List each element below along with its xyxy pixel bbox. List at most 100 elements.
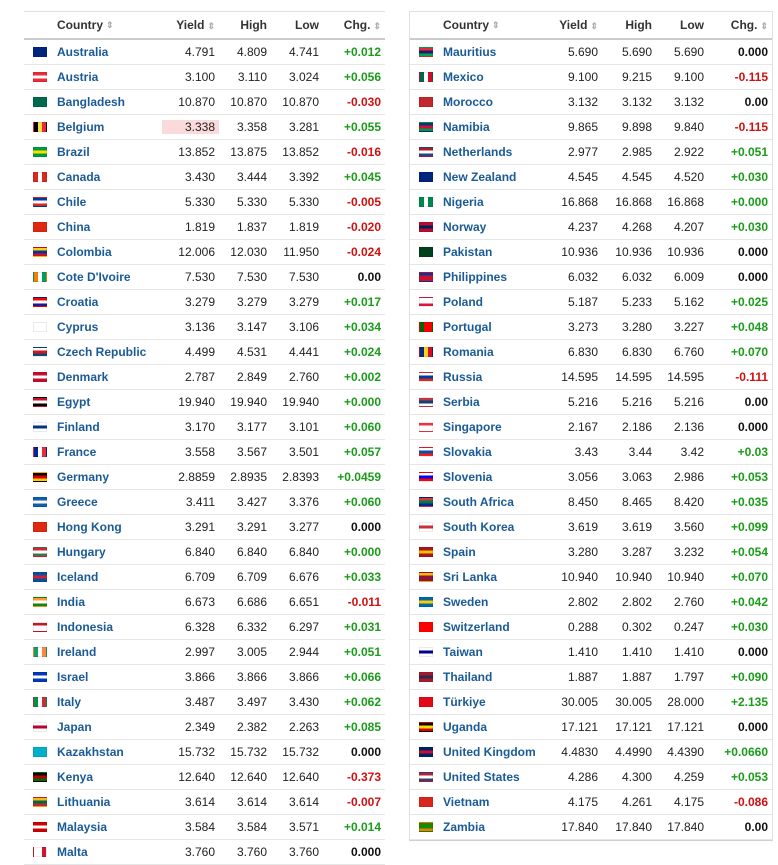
country-link[interactable]: Israel [57, 670, 89, 684]
country-link[interactable]: Zambia [443, 820, 486, 834]
table-row[interactable]: Malta 3.760 3.760 3.760 0.000 [24, 840, 385, 865]
table-row[interactable]: Iceland 6.709 6.709 6.676 +0.033 [24, 565, 385, 590]
table-row[interactable]: Nigeria 16.868 16.868 16.868 +0.000 [410, 190, 772, 215]
country-link[interactable]: South Korea [443, 520, 515, 534]
table-row[interactable]: Morocco 3.132 3.132 3.132 0.00 [410, 90, 772, 115]
country-link[interactable]: Bangladesh [57, 95, 126, 109]
table-row[interactable]: India 6.673 6.686 6.651 -0.011 [24, 590, 385, 615]
country-link[interactable]: Norway [443, 220, 487, 234]
country-link[interactable]: Kenya [57, 770, 94, 784]
country-link[interactable]: Belgium [57, 120, 105, 134]
country-link[interactable]: Switzerland [443, 620, 510, 634]
country-column-header[interactable]: Country ⇕ [24, 18, 162, 32]
table-row[interactable]: Japan 2.349 2.382 2.263 +0.085 [24, 715, 385, 740]
country-link[interactable]: United Kingdom [443, 745, 536, 759]
table-row[interactable]: France 3.558 3.567 3.501 +0.057 [24, 440, 385, 465]
country-link[interactable]: Egypt [57, 395, 91, 409]
chg-column-header[interactable]: Chg. ⇕ [708, 18, 772, 32]
table-row[interactable]: Hong Kong 3.291 3.291 3.277 0.000 [24, 515, 385, 540]
table-row[interactable]: Zambia 17.840 17.840 17.840 0.00 [410, 815, 772, 840]
table-row[interactable]: Czech Republic 4.499 4.531 4.441 +0.024 [24, 340, 385, 365]
country-link[interactable]: Denmark [57, 370, 109, 384]
sort-icon[interactable]: ⇕ [760, 21, 768, 31]
country-link[interactable]: Finland [57, 420, 100, 434]
country-link[interactable]: Iceland [57, 570, 99, 584]
country-link[interactable]: Slovenia [443, 470, 493, 484]
table-row[interactable]: Cyprus 3.136 3.147 3.106 +0.034 [24, 315, 385, 340]
country-link[interactable]: Canada [57, 170, 101, 184]
table-row[interactable]: Serbia 5.216 5.216 5.216 0.00 [410, 390, 772, 415]
country-link[interactable]: Hungary [57, 545, 106, 559]
table-row[interactable]: Germany 2.8859 2.8935 2.8393 +0.0459 [24, 465, 385, 490]
country-link[interactable]: China [57, 220, 91, 234]
country-link[interactable]: Cyprus [57, 320, 99, 334]
table-row[interactable]: Bangladesh 10.870 10.870 10.870 -0.030 [24, 90, 385, 115]
country-link[interactable]: Sweden [443, 595, 489, 609]
table-row[interactable]: Egypt 19.940 19.940 19.940 +0.000 [24, 390, 385, 415]
country-link[interactable]: Czech Republic [57, 345, 147, 359]
country-link[interactable]: Malta [57, 845, 88, 859]
table-row[interactable]: South Korea 3.619 3.619 3.560 +0.099 [410, 515, 772, 540]
country-column-header[interactable]: Country ⇕ [410, 18, 543, 32]
sort-icon[interactable]: ⇕ [106, 19, 114, 30]
country-link[interactable]: Japan [57, 720, 92, 734]
country-link[interactable]: Mauritius [443, 45, 497, 59]
table-row[interactable]: Philippines 6.032 6.032 6.009 0.000 [410, 265, 772, 290]
table-row[interactable]: Slovakia 3.43 3.44 3.42 +0.03 [410, 440, 772, 465]
high-column-header[interactable]: High [625, 18, 652, 32]
country-link[interactable]: Morocco [443, 95, 494, 109]
country-link[interactable]: Namibia [443, 120, 490, 134]
table-row[interactable]: Singapore 2.167 2.186 2.136 0.000 [410, 415, 772, 440]
table-row[interactable]: South Africa 8.450 8.465 8.420 +0.035 [410, 490, 772, 515]
table-row[interactable]: Belgium 3.338 3.358 3.281 +0.055 [24, 115, 385, 140]
country-link[interactable]: France [57, 445, 97, 459]
country-link[interactable]: India [57, 595, 86, 609]
table-row[interactable]: Poland 5.187 5.233 5.162 +0.025 [410, 290, 772, 315]
country-link[interactable]: Brazil [57, 145, 90, 159]
country-link[interactable]: Pakistan [443, 245, 493, 259]
low-column-header[interactable]: Low [295, 18, 319, 32]
table-row[interactable]: Taiwan 1.410 1.410 1.410 0.000 [410, 640, 772, 665]
table-row[interactable]: Australia 4.791 4.809 4.741 +0.012 [24, 40, 385, 65]
table-row[interactable]: Finland 3.170 3.177 3.101 +0.060 [24, 415, 385, 440]
sort-icon[interactable]: ⇕ [492, 19, 500, 30]
table-row[interactable]: Mexico 9.100 9.215 9.100 -0.115 [410, 65, 772, 90]
sort-icon[interactable]: ⇕ [590, 21, 598, 31]
low-column-header[interactable]: Low [680, 18, 704, 32]
country-link[interactable]: Sri Lanka [443, 570, 498, 584]
country-link[interactable]: Thailand [443, 670, 493, 684]
country-link[interactable]: Uganda [443, 720, 488, 734]
table-row[interactable]: United Kingdom 4.4830 4.4990 4.4390 +0.0660 [410, 740, 772, 765]
country-link[interactable]: Germany [57, 470, 110, 484]
country-link[interactable]: Singapore [443, 420, 502, 434]
table-row[interactable]: Lithuania 3.614 3.614 3.614 -0.007 [24, 790, 385, 815]
table-row[interactable]: China 1.819 1.837 1.819 -0.020 [24, 215, 385, 240]
table-row[interactable]: Chile 5.330 5.330 5.330 -0.005 [24, 190, 385, 215]
country-link[interactable]: Netherlands [443, 145, 513, 159]
yield-column-header[interactable]: Yield ⇕ [162, 18, 219, 32]
table-row[interactable]: Namibia 9.865 9.898 9.840 -0.115 [410, 115, 772, 140]
country-link[interactable]: Croatia [57, 295, 99, 309]
country-link[interactable]: Greece [57, 495, 98, 509]
country-link[interactable]: Austria [57, 70, 99, 84]
table-row[interactable]: United States 4.286 4.300 4.259 +0.053 [410, 765, 772, 790]
table-row[interactable]: Vietnam 4.175 4.261 4.175 -0.086 [410, 790, 772, 815]
table-row[interactable]: Kenya 12.640 12.640 12.640 -0.373 [24, 765, 385, 790]
table-row[interactable]: Brazil 13.852 13.875 13.852 -0.016 [24, 140, 385, 165]
table-row[interactable]: Portugal 3.273 3.280 3.227 +0.048 [410, 315, 772, 340]
table-row[interactable]: Indonesia 6.328 6.332 6.297 +0.031 [24, 615, 385, 640]
country-link[interactable]: Russia [443, 370, 483, 384]
table-row[interactable]: Italy 3.487 3.497 3.430 +0.062 [24, 690, 385, 715]
table-row[interactable]: Croatia 3.279 3.279 3.279 +0.017 [24, 290, 385, 315]
country-link[interactable]: Colombia [57, 245, 112, 259]
table-row[interactable]: Canada 3.430 3.444 3.392 +0.045 [24, 165, 385, 190]
country-link[interactable]: Italy [57, 695, 82, 709]
country-link[interactable]: Chile [57, 195, 87, 209]
table-row[interactable]: Netherlands 2.977 2.985 2.922 +0.051 [410, 140, 772, 165]
country-link[interactable]: Kazakhstan [57, 745, 124, 759]
yield-column-header[interactable]: Yield ⇕ [543, 18, 602, 32]
table-row[interactable]: Pakistan 10.936 10.936 10.936 0.000 [410, 240, 772, 265]
country-link[interactable]: Lithuania [57, 795, 111, 809]
table-row[interactable]: Cote D'Ivoire 7.530 7.530 7.530 0.00 [24, 265, 385, 290]
table-row[interactable]: Slovenia 3.056 3.063 2.986 +0.053 [410, 465, 772, 490]
